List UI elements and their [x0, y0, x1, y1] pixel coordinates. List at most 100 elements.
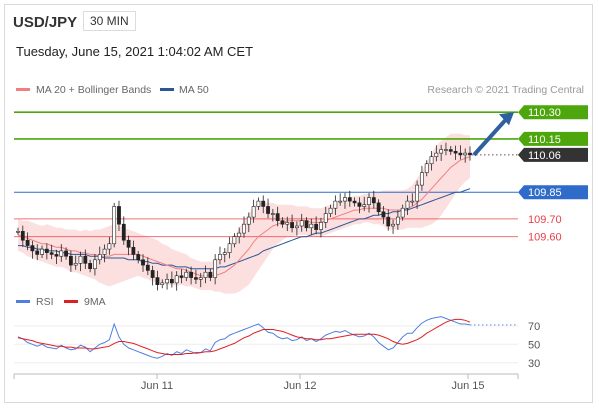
level-tag-110-06: 110.06: [518, 147, 588, 162]
candle-body: [145, 264, 150, 271]
candle-body: [367, 197, 371, 205]
candle: [395, 210, 400, 230]
candle: [275, 206, 280, 227]
candle: [439, 144, 444, 161]
candle-body: [439, 149, 444, 154]
candle-body: [112, 206, 117, 245]
candle-body: [270, 213, 275, 215]
level-tag-bg: [518, 105, 588, 120]
candle: [150, 265, 155, 286]
candle-body: [362, 204, 367, 207]
candle-body: [357, 202, 362, 207]
candle: [251, 199, 256, 223]
timeframe-selector[interactable]: 30 MIN: [83, 11, 136, 31]
candle: [381, 206, 386, 224]
candle-body: [285, 222, 290, 225]
bollinger-band: [18, 133, 470, 294]
chart-credit: Research © 2021 Trading Central: [427, 84, 584, 96]
candle: [415, 180, 420, 209]
candle: [73, 255, 78, 270]
candle-body: [59, 250, 64, 257]
candle: [208, 268, 213, 282]
candle: [270, 208, 275, 222]
candle: [323, 206, 328, 229]
candle: [367, 192, 371, 213]
candle-body: [102, 248, 107, 255]
candle: [131, 240, 136, 261]
candle: [237, 227, 242, 244]
rsi-tick-70: 70: [528, 321, 540, 333]
candle-body: [40, 248, 44, 255]
candle-body: [218, 254, 222, 261]
candle: [174, 271, 179, 291]
candle-body: [347, 197, 352, 202]
candle: [121, 216, 126, 245]
candle: [357, 197, 362, 214]
projection-arrow-head: [499, 112, 514, 126]
candle-body: [246, 216, 251, 225]
candle: [246, 212, 251, 233]
level-tag-110-30: 110.30: [518, 105, 588, 120]
candle-body: [78, 255, 83, 264]
candle-body: [420, 172, 424, 186]
candle-body: [448, 149, 453, 152]
candle: [40, 245, 44, 258]
candle-body: [35, 250, 40, 255]
candle: [189, 266, 194, 285]
level-label-109-70: 109.70: [528, 214, 562, 226]
candle: [102, 244, 107, 263]
candle: [453, 145, 458, 160]
candle: [420, 165, 424, 191]
candle: [280, 217, 285, 228]
candle: [347, 190, 352, 207]
candle-body: [174, 275, 179, 284]
candle-body: [405, 200, 410, 209]
candle-body: [319, 222, 323, 230]
candle-body: [126, 239, 131, 248]
candle-body: [463, 152, 468, 156]
candle: [44, 243, 49, 260]
candle: [410, 193, 415, 206]
candle: [338, 193, 343, 206]
candle-body: [20, 231, 25, 241]
candle: [256, 197, 261, 210]
candle-body: [198, 277, 203, 280]
candle-body: [184, 271, 189, 278]
candle-body: [16, 231, 20, 233]
candle: [400, 204, 405, 221]
candle-body: [333, 200, 338, 209]
chart-panel: [4, 4, 593, 403]
candle-body: [68, 255, 73, 266]
candle: [314, 216, 319, 235]
candle: [285, 216, 290, 231]
candle-body: [49, 252, 54, 255]
candle-body: [83, 255, 88, 264]
candle-body: [73, 263, 78, 266]
candle: [294, 221, 299, 236]
candle: [117, 200, 121, 231]
candle-body: [117, 206, 121, 225]
x-tick-label: Jun 11: [141, 380, 173, 392]
candle-body: [290, 222, 294, 229]
candle: [232, 233, 237, 248]
candle-body: [410, 200, 415, 203]
candle: [242, 216, 246, 238]
candle-body: [275, 213, 280, 221]
candle-body: [121, 223, 126, 241]
candle: [218, 246, 222, 265]
level-label-109-60: 109.60: [528, 232, 562, 244]
legend-9ma-label: 9MA: [84, 296, 106, 308]
candle: [203, 265, 208, 284]
candle: [319, 217, 323, 238]
candle: [194, 269, 198, 284]
candle-body: [203, 271, 208, 278]
level-tag-bg: [518, 147, 588, 162]
candle-body: [136, 254, 141, 261]
candle: [213, 254, 218, 285]
candle-body: [107, 243, 112, 250]
level-label-110-06: 110.06: [528, 150, 561, 162]
candle: [49, 244, 54, 260]
legend-9ma-swatch: [64, 300, 78, 303]
candle: [107, 237, 112, 255]
